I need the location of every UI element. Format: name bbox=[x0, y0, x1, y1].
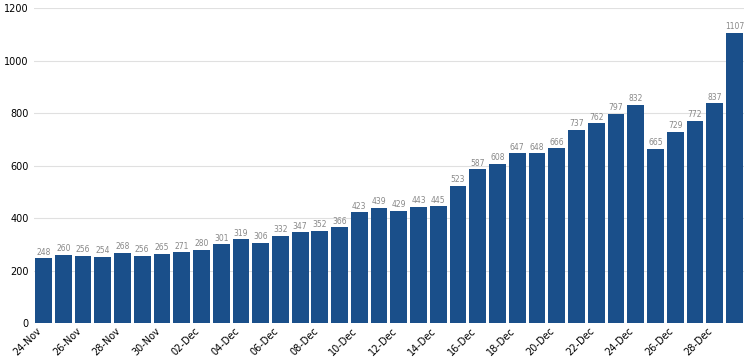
Bar bbox=[351, 212, 368, 323]
Text: 256: 256 bbox=[135, 245, 149, 254]
Bar bbox=[529, 153, 545, 323]
Bar bbox=[55, 255, 72, 323]
Bar bbox=[35, 258, 52, 323]
Text: 256: 256 bbox=[76, 245, 90, 254]
Bar bbox=[588, 123, 604, 323]
Bar bbox=[450, 186, 466, 323]
Bar bbox=[370, 208, 388, 323]
Text: 608: 608 bbox=[490, 153, 505, 162]
Text: 1107: 1107 bbox=[724, 22, 744, 31]
Bar bbox=[726, 33, 742, 323]
Bar bbox=[154, 254, 170, 323]
Text: 832: 832 bbox=[628, 94, 643, 103]
Text: 306: 306 bbox=[254, 232, 268, 241]
Text: 265: 265 bbox=[154, 243, 170, 252]
Bar bbox=[94, 257, 111, 323]
Text: 762: 762 bbox=[589, 113, 604, 122]
Text: 280: 280 bbox=[194, 239, 208, 248]
Bar bbox=[647, 149, 664, 323]
Text: 443: 443 bbox=[411, 196, 426, 205]
Text: 423: 423 bbox=[352, 202, 367, 211]
Bar bbox=[410, 207, 427, 323]
Bar bbox=[667, 132, 683, 323]
Text: 268: 268 bbox=[116, 242, 130, 251]
Bar bbox=[332, 227, 348, 323]
Text: 366: 366 bbox=[332, 216, 347, 226]
Text: 352: 352 bbox=[313, 220, 327, 229]
Text: 439: 439 bbox=[372, 197, 386, 206]
Bar bbox=[173, 252, 190, 323]
Bar bbox=[114, 253, 130, 323]
Bar bbox=[608, 114, 624, 323]
Text: 445: 445 bbox=[431, 196, 445, 205]
Bar bbox=[627, 105, 644, 323]
Text: 772: 772 bbox=[688, 110, 702, 119]
Bar bbox=[213, 244, 230, 323]
Bar bbox=[74, 256, 92, 323]
Bar bbox=[292, 232, 308, 323]
Text: 271: 271 bbox=[175, 241, 189, 251]
Text: 319: 319 bbox=[234, 229, 248, 238]
Text: 301: 301 bbox=[214, 233, 229, 243]
Bar bbox=[391, 211, 407, 323]
Text: 429: 429 bbox=[392, 200, 406, 209]
Bar bbox=[134, 256, 151, 323]
Text: 737: 737 bbox=[569, 119, 584, 128]
Text: 248: 248 bbox=[36, 248, 51, 257]
Bar bbox=[193, 250, 210, 323]
Bar bbox=[509, 153, 526, 323]
Text: 665: 665 bbox=[648, 138, 663, 147]
Bar bbox=[272, 236, 289, 323]
Bar bbox=[311, 231, 328, 323]
Text: 648: 648 bbox=[530, 143, 544, 152]
Bar bbox=[232, 240, 249, 323]
Text: 332: 332 bbox=[273, 226, 288, 235]
Text: 729: 729 bbox=[668, 121, 682, 130]
Bar bbox=[686, 121, 703, 323]
Bar bbox=[470, 169, 486, 323]
Text: 837: 837 bbox=[707, 93, 722, 102]
Text: 797: 797 bbox=[609, 104, 623, 113]
Text: 587: 587 bbox=[470, 159, 485, 168]
Bar bbox=[489, 164, 506, 323]
Text: 260: 260 bbox=[56, 244, 70, 253]
Bar bbox=[430, 206, 447, 323]
Text: 347: 347 bbox=[292, 222, 308, 231]
Bar bbox=[252, 243, 269, 323]
Bar bbox=[568, 130, 585, 323]
Bar bbox=[548, 148, 566, 323]
Bar bbox=[706, 104, 723, 323]
Text: 254: 254 bbox=[95, 246, 110, 255]
Text: 666: 666 bbox=[550, 138, 564, 147]
Text: 523: 523 bbox=[451, 175, 465, 184]
Text: 647: 647 bbox=[510, 143, 524, 152]
